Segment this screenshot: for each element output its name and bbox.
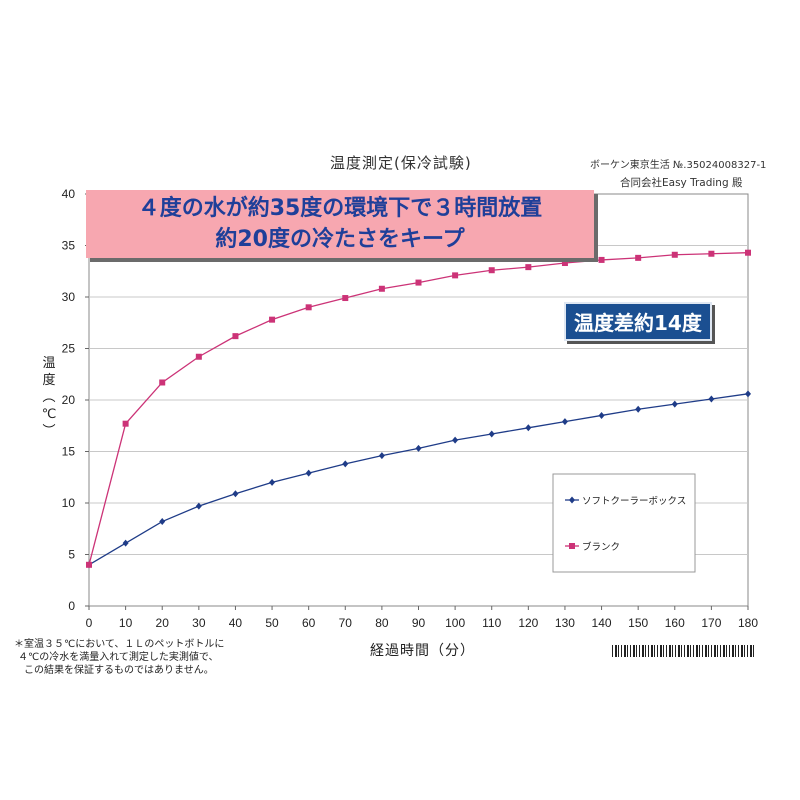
y-tick-label: 5 [68, 548, 75, 562]
data-point-blank [488, 267, 495, 274]
data-point-cooler-box [378, 452, 385, 460]
data-point-cooler-box [269, 478, 276, 486]
legend-marker [569, 496, 575, 504]
y-tick-label: 25 [62, 342, 76, 356]
data-point-cooler-box [159, 518, 166, 526]
x-tick-label: 90 [412, 616, 426, 630]
x-tick-label: 50 [265, 616, 279, 630]
x-tick-label: 140 [592, 616, 612, 630]
data-point-blank [671, 251, 678, 258]
x-tick-label: 70 [339, 616, 353, 630]
x-tick-label: 170 [701, 616, 721, 630]
footnote-line-2: ４℃の冷水を満量入れて測定した実測値で、 [18, 652, 219, 663]
x-tick-label: 150 [628, 616, 648, 630]
data-point-blank [745, 249, 751, 256]
data-point-cooler-box [598, 411, 605, 419]
legend-label: ブランク [582, 541, 620, 553]
x-tick-label: 10 [119, 616, 133, 630]
x-tick-label: 60 [302, 616, 316, 630]
headline-banner: ４度の水が約35度の環境下で３時間放置 約20度の冷たさをキープ [86, 190, 594, 258]
data-point-cooler-box [561, 418, 568, 426]
data-point-cooler-box [635, 405, 642, 413]
barcode-image [612, 645, 754, 657]
client-name: 合同会社Easy Trading 殿 [620, 177, 743, 189]
x-tick-label: 110 [482, 616, 501, 630]
legend-label: ソフトクーラーボックス [582, 496, 686, 507]
data-point-blank [525, 264, 532, 271]
x-tick-label: 120 [518, 616, 538, 630]
data-point-blank [452, 272, 459, 279]
data-point-blank [598, 256, 605, 263]
data-point-blank [195, 353, 202, 360]
data-point-cooler-box [342, 460, 349, 468]
x-tick-label: 100 [445, 616, 465, 630]
y-tick-label: 0 [68, 599, 75, 613]
data-point-blank [415, 279, 422, 286]
data-point-blank [305, 304, 312, 311]
data-point-blank [232, 333, 239, 340]
x-tick-label: 20 [156, 616, 170, 630]
data-point-blank [561, 260, 568, 267]
data-point-blank [269, 316, 276, 323]
temperature-difference-badge: 温度差約14度 [564, 302, 712, 341]
data-point-cooler-box [671, 400, 678, 408]
data-point-blank [122, 420, 129, 427]
y-tick-label: 20 [62, 393, 76, 407]
data-point-cooler-box [122, 539, 129, 547]
footnote: ＊室温３５℃において、１Ｌのペットボトルに ４℃の冷水を満量入れて測定した実測値… [14, 638, 244, 677]
data-point-cooler-box [525, 424, 532, 432]
data-point-blank [378, 285, 385, 292]
headline-line-1: ４度の水が約35度の環境下で３時間放置 [137, 196, 543, 221]
x-tick-label: 160 [665, 616, 685, 630]
data-point-blank [635, 254, 642, 261]
data-point-blank [342, 295, 349, 302]
x-tick-label: 40 [229, 616, 243, 630]
x-tick-label: 130 [555, 616, 575, 630]
footnote-line-3: この結果を保証するものではありません。 [24, 665, 214, 676]
report-number: ボーケン東京生活 №.35024008327-1 [590, 160, 767, 171]
data-point-cooler-box [415, 444, 422, 452]
chart-title: 温度測定(保冷試験) [330, 154, 472, 172]
y-tick-label: 10 [62, 496, 76, 510]
x-axis-label: 経過時間（分） [370, 643, 475, 659]
data-point-cooler-box [305, 469, 312, 477]
data-point-cooler-box [745, 390, 751, 398]
legend-marker [569, 543, 575, 549]
x-tick-label: 0 [86, 616, 93, 630]
data-point-cooler-box [452, 436, 459, 444]
y-axis-label: 温 度 ︵ ℃ ︶ [41, 356, 57, 439]
data-point-cooler-box [708, 395, 715, 403]
y-tick-label: 30 [62, 290, 76, 304]
data-point-blank [159, 379, 166, 386]
legend-box [552, 473, 696, 573]
x-tick-label: 80 [375, 616, 389, 630]
y-tick-label: 15 [62, 445, 76, 459]
data-point-cooler-box [232, 490, 239, 498]
y-tick-label: 35 [62, 239, 76, 253]
data-point-blank [708, 250, 715, 257]
data-point-cooler-box [488, 430, 495, 438]
x-tick-label: 30 [192, 616, 206, 630]
x-tick-label: 180 [738, 616, 758, 630]
data-point-blank [86, 561, 92, 568]
headline-line-2: 約20度の冷たさをキープ [215, 227, 465, 252]
y-tick-label: 40 [62, 187, 76, 201]
footnote-line-1: ＊室温３５℃において、１Ｌのペットボトルに [14, 639, 225, 650]
data-point-cooler-box [195, 502, 202, 510]
